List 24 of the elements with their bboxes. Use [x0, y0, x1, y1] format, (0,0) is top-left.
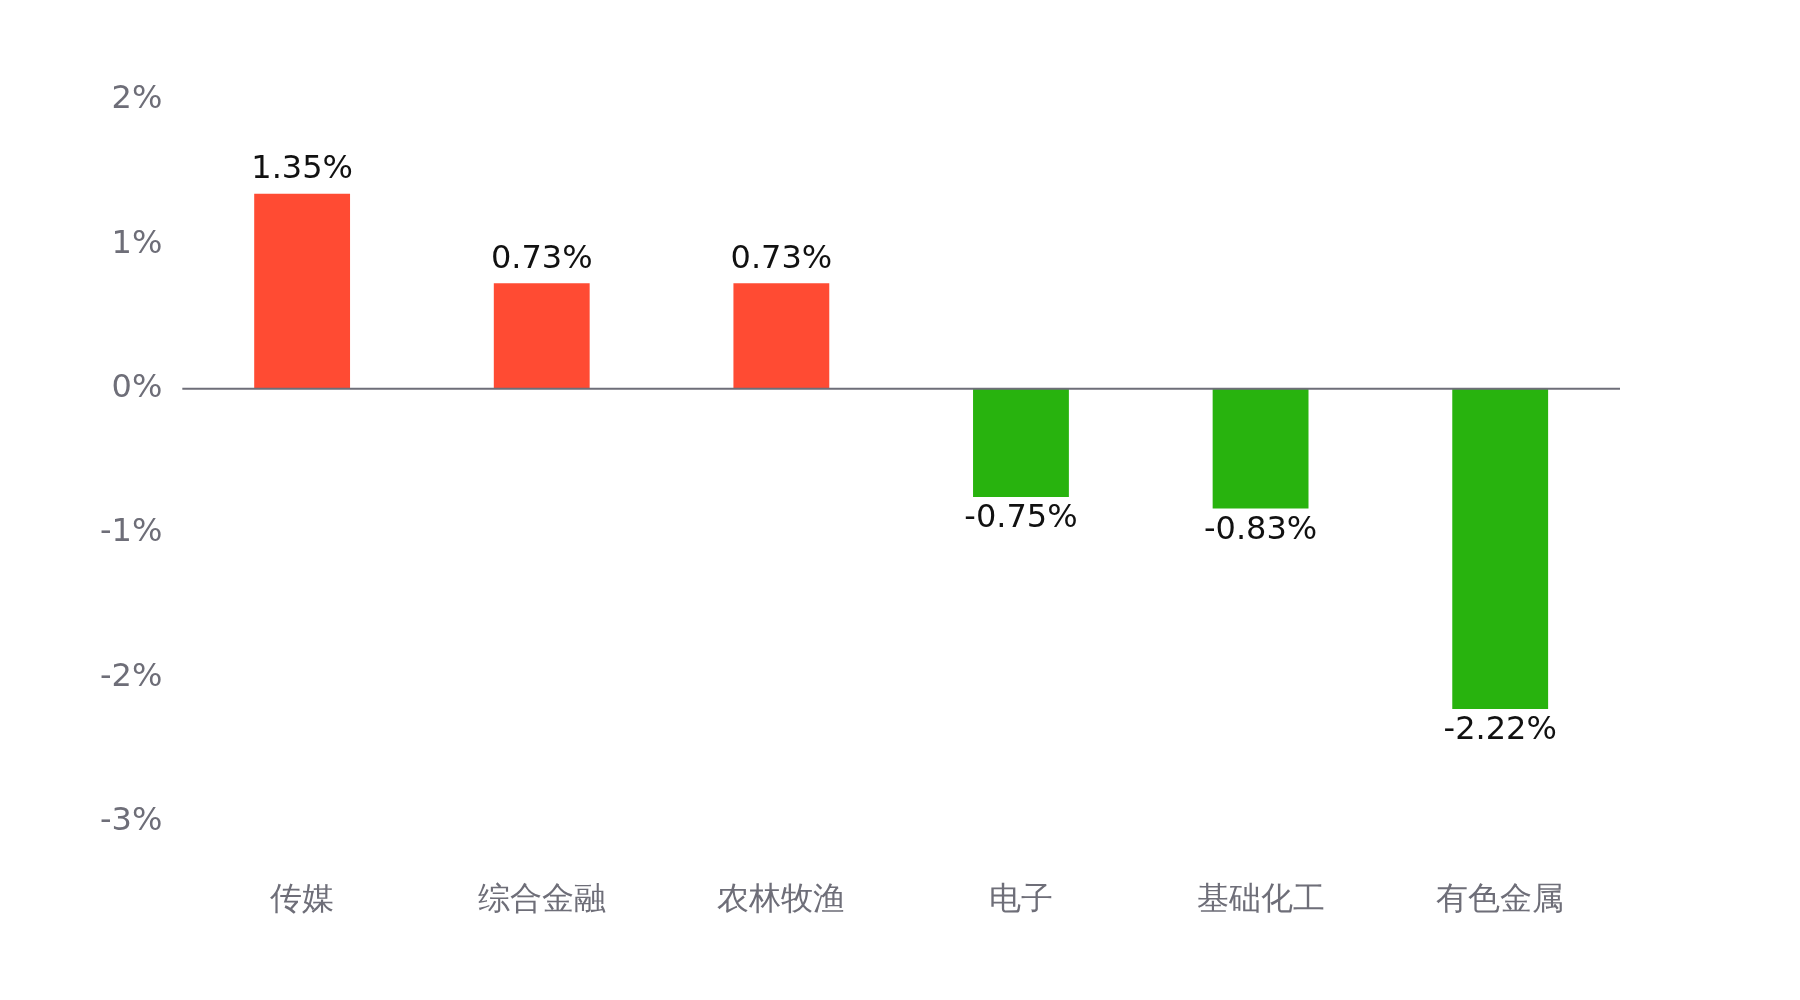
- y-tick-label: 1%: [111, 222, 163, 261]
- bar: [493, 283, 590, 389]
- bar: [1212, 388, 1309, 509]
- x-tick-label: 基础化工: [1196, 879, 1325, 918]
- y-tick-label: -1%: [100, 511, 163, 550]
- data-label: 1.35%: [251, 148, 353, 187]
- data-label: 0.73%: [490, 237, 593, 276]
- data-label: -2.22%: [1443, 709, 1557, 748]
- x-tick-label: 有色金属: [1436, 879, 1565, 918]
- y-tick-label: -2%: [100, 655, 163, 694]
- bar: [254, 193, 351, 389]
- x-tick-label: 电子: [988, 879, 1053, 918]
- data-label: -0.83%: [1203, 508, 1318, 547]
- x-tick-label: 传媒: [270, 879, 335, 918]
- x-tick-label: 综合金融: [477, 879, 606, 918]
- bar: [1452, 388, 1549, 710]
- y-tick-label: 0%: [111, 366, 163, 405]
- bar: [733, 283, 830, 389]
- data-label: -0.75%: [964, 497, 1078, 536]
- data-label: 0.73%: [730, 237, 833, 276]
- y-tick-label: -3%: [100, 799, 163, 838]
- y-tick-label: 2%: [111, 78, 163, 117]
- x-tick-label: 农林牧渔: [717, 879, 846, 918]
- bar: [973, 388, 1069, 497]
